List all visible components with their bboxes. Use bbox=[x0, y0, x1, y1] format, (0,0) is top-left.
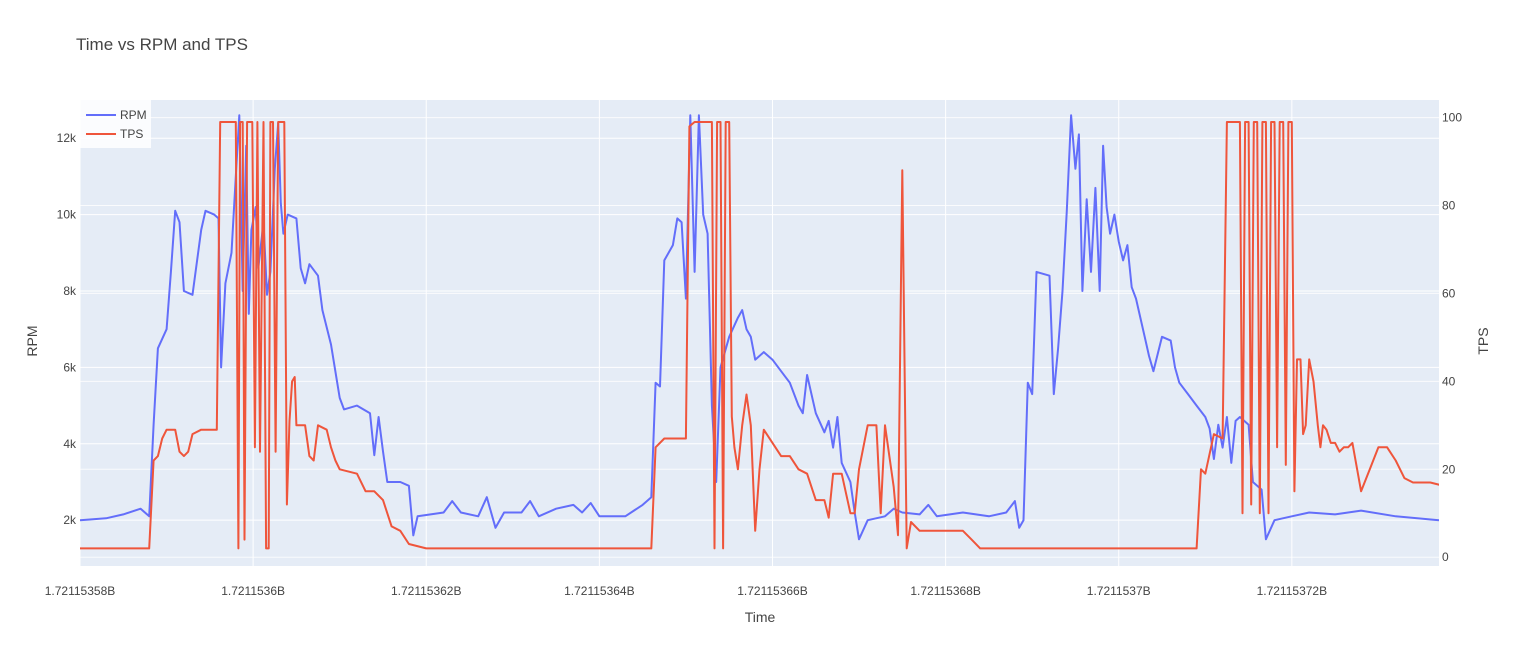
x-axis-title: Time bbox=[745, 609, 776, 625]
y-left-tick-label: 2k bbox=[63, 513, 77, 527]
x-tick-label: 1.7211536B bbox=[221, 584, 285, 598]
y-right-tick-label: 100 bbox=[1442, 111, 1462, 125]
legend[interactable]: RPM TPS bbox=[80, 100, 151, 148]
series-line-tps[interactable] bbox=[80, 121, 1520, 550]
y-left-tick-label: 8k bbox=[63, 284, 77, 298]
legend-background bbox=[80, 100, 151, 148]
legend-label-tps: TPS bbox=[120, 127, 143, 141]
x-tick-label: 1.72115368B bbox=[910, 584, 981, 598]
y-right-tick-label: 0 bbox=[1442, 550, 1449, 564]
y-right-tick-label: 60 bbox=[1442, 286, 1456, 300]
x-tick-label: 1.72115362B bbox=[391, 584, 462, 598]
grid-lines bbox=[79, 100, 1439, 566]
plot-area bbox=[80, 100, 1439, 566]
y-left-tick-label: 4k bbox=[63, 437, 77, 451]
y-left-tick-label: 10k bbox=[57, 208, 77, 222]
x-tick-label: 1.7211537B bbox=[1087, 584, 1151, 598]
x-tick-label: 1.72115372B bbox=[1257, 584, 1328, 598]
y-right-tick-label: 40 bbox=[1442, 374, 1456, 388]
y-left-axis-ticks: 2k 4k 6k 8k 10k 12k bbox=[57, 131, 77, 527]
legend-item-tps[interactable]: TPS bbox=[86, 127, 143, 141]
legend-item-rpm[interactable]: RPM bbox=[86, 108, 147, 122]
series-line-rpm[interactable] bbox=[80, 114, 1439, 541]
y-right-tick-label: 20 bbox=[1442, 462, 1456, 476]
y-right-axis-ticks: 0 20 40 60 80 100 bbox=[1442, 111, 1462, 565]
x-axis-ticks: 1.72115358B 1.7211536B 1.72115362B 1.721153… bbox=[45, 584, 1327, 598]
y-left-axis-title: RPM bbox=[24, 325, 40, 356]
x-tick-label: 1.72115366B bbox=[737, 584, 808, 598]
y-right-tick-label: 80 bbox=[1442, 199, 1456, 213]
series-layer bbox=[80, 114, 1520, 550]
y-left-tick-label: 12k bbox=[57, 131, 77, 145]
y-right-axis-title: TPS bbox=[1475, 327, 1491, 354]
x-tick-label: 1.72115364B bbox=[564, 584, 635, 598]
x-tick-label: 1.72115358B bbox=[45, 584, 116, 598]
chart-title: Time vs RPM and TPS bbox=[76, 35, 248, 54]
legend-label-rpm: RPM bbox=[120, 108, 147, 122]
y-left-tick-label: 6k bbox=[63, 360, 77, 374]
